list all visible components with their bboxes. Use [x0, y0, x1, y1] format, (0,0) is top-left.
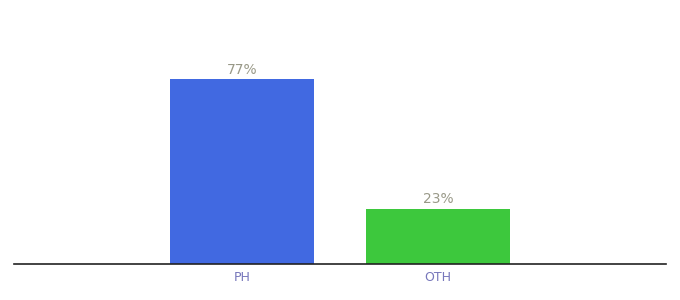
- Text: 77%: 77%: [226, 63, 258, 77]
- Bar: [366, 209, 510, 264]
- Text: 23%: 23%: [422, 192, 454, 206]
- Bar: [170, 79, 314, 264]
